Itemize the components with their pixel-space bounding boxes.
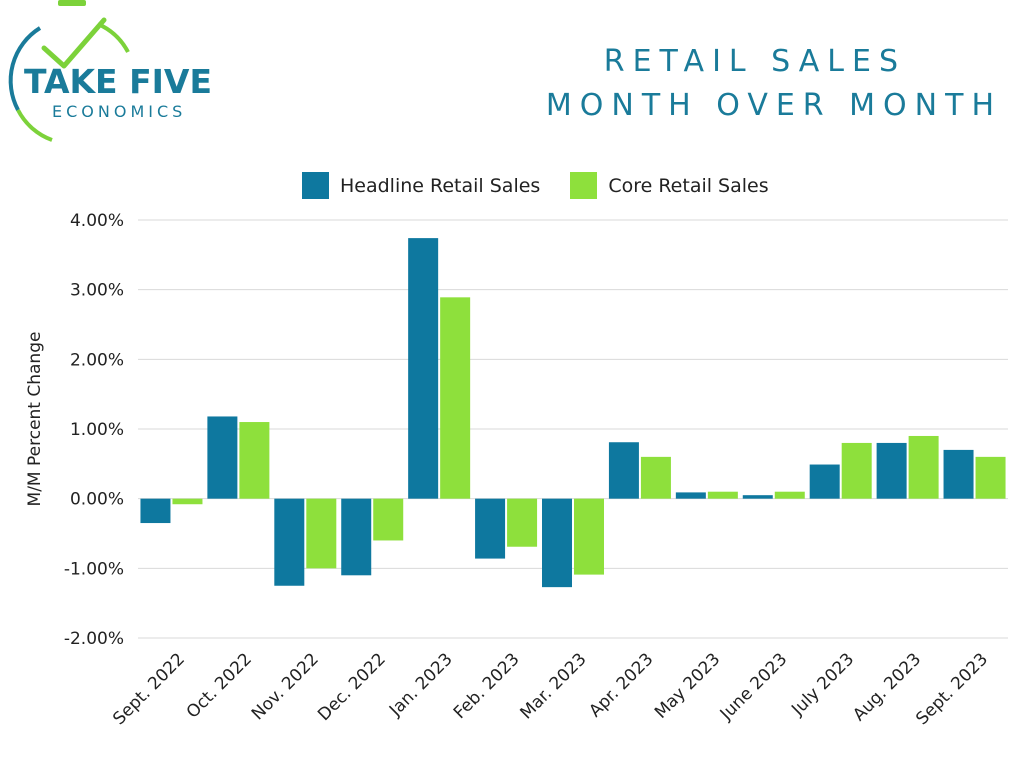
chart-title-line-2: MONTH OVER MONTH <box>545 88 1002 123</box>
x-tick-label: Sept. 2023 <box>912 649 992 729</box>
legend-swatch-core <box>570 172 598 199</box>
bar-core <box>640 456 671 499</box>
bar-headline <box>408 238 439 499</box>
bar-headline <box>207 416 238 499</box>
bar-core <box>172 498 203 505</box>
bar-core <box>507 498 538 547</box>
y-tick-label: 0.00% <box>70 490 124 510</box>
bar-headline <box>608 442 639 499</box>
y-axis-label: M/M Percent Change <box>25 332 45 507</box>
x-tick-label: Mar. 2023 <box>517 649 591 723</box>
legend-label-headline: Headline Retail Sales <box>340 174 541 197</box>
x-tick-label: Sept. 2022 <box>109 649 189 729</box>
bar-core <box>440 297 471 499</box>
bar-core <box>373 498 404 541</box>
x-tick-label: May 2023 <box>651 649 724 722</box>
x-tick-label: July 2023 <box>787 649 858 720</box>
y-tick-label: 3.00% <box>70 281 124 301</box>
y-tick-label: 2.00% <box>70 350 124 370</box>
y-tick-label: -2.00% <box>64 629 124 649</box>
legend-swatch-headline <box>302 172 329 199</box>
bar-headline <box>274 498 305 586</box>
bar-core <box>574 498 604 575</box>
bar-headline <box>341 498 372 576</box>
bar-core <box>707 491 738 499</box>
legend-label-core: Core Retail Sales <box>608 174 769 197</box>
logo-subtitle: ECONOMICS <box>52 102 187 121</box>
logo-wordmark: TAKE FIVE <box>24 62 212 101</box>
x-tick-label: Oct. 2022 <box>183 649 256 722</box>
chart-title-line-1: RETAIL SALES <box>603 44 906 79</box>
bar-headline <box>943 449 974 499</box>
x-tick-label: Nov. 2022 <box>248 649 323 724</box>
bar-headline <box>542 498 572 588</box>
bar-headline <box>876 442 907 499</box>
bar-core <box>908 435 939 499</box>
x-tick-label: Apr. 2023 <box>585 649 657 721</box>
chart-legend: Headline Retail Sales Core Retail Sales <box>302 172 769 199</box>
x-tick-label: Jan. 2023 <box>385 649 457 721</box>
bar-headline <box>675 492 706 499</box>
bar-core <box>774 491 805 499</box>
bar-headline <box>475 498 506 559</box>
bar-core <box>239 422 270 499</box>
bar-headline <box>742 495 773 499</box>
y-tick-label: 1.00% <box>70 420 124 440</box>
x-tick-label: Feb. 2023 <box>450 649 524 723</box>
bar-core <box>306 498 337 569</box>
bar-core <box>841 442 872 499</box>
legend-item-headline: Headline Retail Sales <box>302 172 540 199</box>
logo: TAKE FIVE ECONOMICS <box>0 0 250 150</box>
bar-core <box>975 456 1006 499</box>
bar-headline <box>809 464 840 499</box>
x-tick-label: Dec. 2022 <box>314 649 390 725</box>
stopwatch-logo-icon <box>8 0 130 142</box>
legend-item-core: Core Retail Sales <box>570 172 769 199</box>
bar-headline <box>140 498 171 524</box>
x-tick-label: June 2023 <box>716 649 791 724</box>
y-tick-label: 4.00% <box>70 211 124 231</box>
y-tick-label: -1.00% <box>64 559 124 579</box>
